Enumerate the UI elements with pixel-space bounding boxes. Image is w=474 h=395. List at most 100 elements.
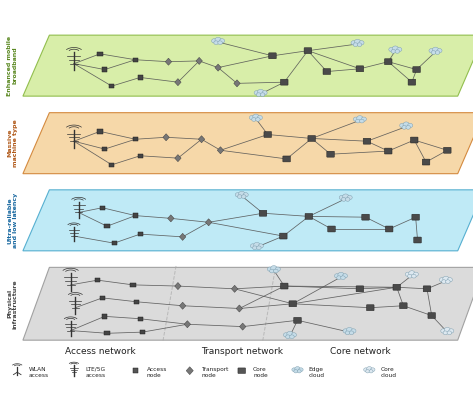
Polygon shape <box>23 267 474 340</box>
Bar <box>97 129 102 134</box>
Circle shape <box>349 331 354 335</box>
FancyBboxPatch shape <box>328 226 335 232</box>
Polygon shape <box>215 64 221 71</box>
FancyBboxPatch shape <box>294 317 301 323</box>
FancyBboxPatch shape <box>281 79 288 85</box>
Circle shape <box>273 269 278 273</box>
Circle shape <box>299 368 303 372</box>
FancyBboxPatch shape <box>422 159 430 165</box>
Circle shape <box>290 335 294 339</box>
Circle shape <box>267 267 273 271</box>
Polygon shape <box>175 154 181 162</box>
Bar <box>137 316 143 321</box>
FancyBboxPatch shape <box>384 59 392 65</box>
Circle shape <box>431 51 436 55</box>
Circle shape <box>338 272 344 277</box>
FancyBboxPatch shape <box>413 67 420 73</box>
Circle shape <box>443 276 449 281</box>
Circle shape <box>256 93 261 97</box>
FancyBboxPatch shape <box>366 305 374 310</box>
Circle shape <box>254 91 259 95</box>
FancyBboxPatch shape <box>238 368 246 373</box>
Circle shape <box>447 331 452 335</box>
Polygon shape <box>234 80 240 87</box>
Bar <box>95 278 100 282</box>
Bar <box>137 75 143 80</box>
Circle shape <box>444 327 450 333</box>
Text: Core
cloud: Core cloud <box>381 367 397 378</box>
Circle shape <box>297 370 301 373</box>
Circle shape <box>365 370 370 373</box>
FancyBboxPatch shape <box>327 151 334 157</box>
Circle shape <box>343 194 349 199</box>
FancyBboxPatch shape <box>444 147 451 153</box>
Circle shape <box>294 370 298 373</box>
Circle shape <box>335 274 339 278</box>
FancyBboxPatch shape <box>408 79 416 85</box>
Circle shape <box>215 37 221 43</box>
Circle shape <box>406 126 410 129</box>
Polygon shape <box>175 282 181 290</box>
Polygon shape <box>198 136 205 143</box>
Circle shape <box>435 51 440 55</box>
FancyBboxPatch shape <box>393 284 401 290</box>
Circle shape <box>339 196 344 199</box>
Circle shape <box>211 39 217 43</box>
Circle shape <box>249 115 255 120</box>
Circle shape <box>342 274 347 278</box>
Text: LTE/5G
access: LTE/5G access <box>85 367 105 378</box>
Circle shape <box>254 243 260 248</box>
Circle shape <box>283 333 289 337</box>
FancyBboxPatch shape <box>384 148 392 154</box>
FancyBboxPatch shape <box>414 237 421 243</box>
Circle shape <box>238 191 245 196</box>
FancyBboxPatch shape <box>280 233 287 239</box>
Circle shape <box>389 47 394 52</box>
Polygon shape <box>23 35 474 96</box>
Polygon shape <box>217 147 224 154</box>
Circle shape <box>411 274 416 278</box>
Bar <box>102 68 107 72</box>
Text: Massive
machine type: Massive machine type <box>7 119 18 167</box>
Circle shape <box>449 329 454 333</box>
Circle shape <box>392 46 399 51</box>
FancyBboxPatch shape <box>308 135 316 141</box>
Bar <box>102 147 107 151</box>
Circle shape <box>255 118 260 121</box>
Bar <box>97 52 102 56</box>
Text: Access
node: Access node <box>147 367 167 378</box>
Circle shape <box>356 119 360 123</box>
Polygon shape <box>236 305 243 312</box>
Polygon shape <box>180 233 186 241</box>
Circle shape <box>345 331 350 335</box>
Text: Core network: Core network <box>329 347 390 356</box>
Bar <box>133 137 138 141</box>
Polygon shape <box>180 302 186 309</box>
Circle shape <box>341 198 346 201</box>
FancyBboxPatch shape <box>410 137 418 143</box>
Circle shape <box>437 49 442 53</box>
Circle shape <box>241 195 246 199</box>
Text: Transport
node: Transport node <box>201 367 228 378</box>
Circle shape <box>218 41 222 45</box>
Bar <box>140 330 145 334</box>
Circle shape <box>237 195 242 199</box>
Text: Physical
infrastructure: Physical infrastructure <box>7 279 18 329</box>
Polygon shape <box>186 367 193 374</box>
FancyBboxPatch shape <box>269 53 276 59</box>
FancyBboxPatch shape <box>400 303 407 309</box>
Circle shape <box>337 276 341 280</box>
Circle shape <box>258 244 264 248</box>
Circle shape <box>275 267 281 271</box>
Bar <box>102 314 107 318</box>
Circle shape <box>397 47 402 52</box>
FancyBboxPatch shape <box>289 301 297 307</box>
Bar <box>100 205 105 210</box>
Circle shape <box>369 370 373 373</box>
Circle shape <box>391 49 396 53</box>
Circle shape <box>262 91 267 95</box>
Circle shape <box>402 126 407 129</box>
FancyBboxPatch shape <box>259 210 267 216</box>
Circle shape <box>292 368 296 372</box>
Circle shape <box>347 196 352 199</box>
